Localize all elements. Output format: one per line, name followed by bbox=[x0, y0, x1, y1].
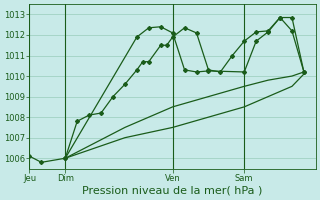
X-axis label: Pression niveau de la mer( hPa ): Pression niveau de la mer( hPa ) bbox=[83, 186, 263, 196]
